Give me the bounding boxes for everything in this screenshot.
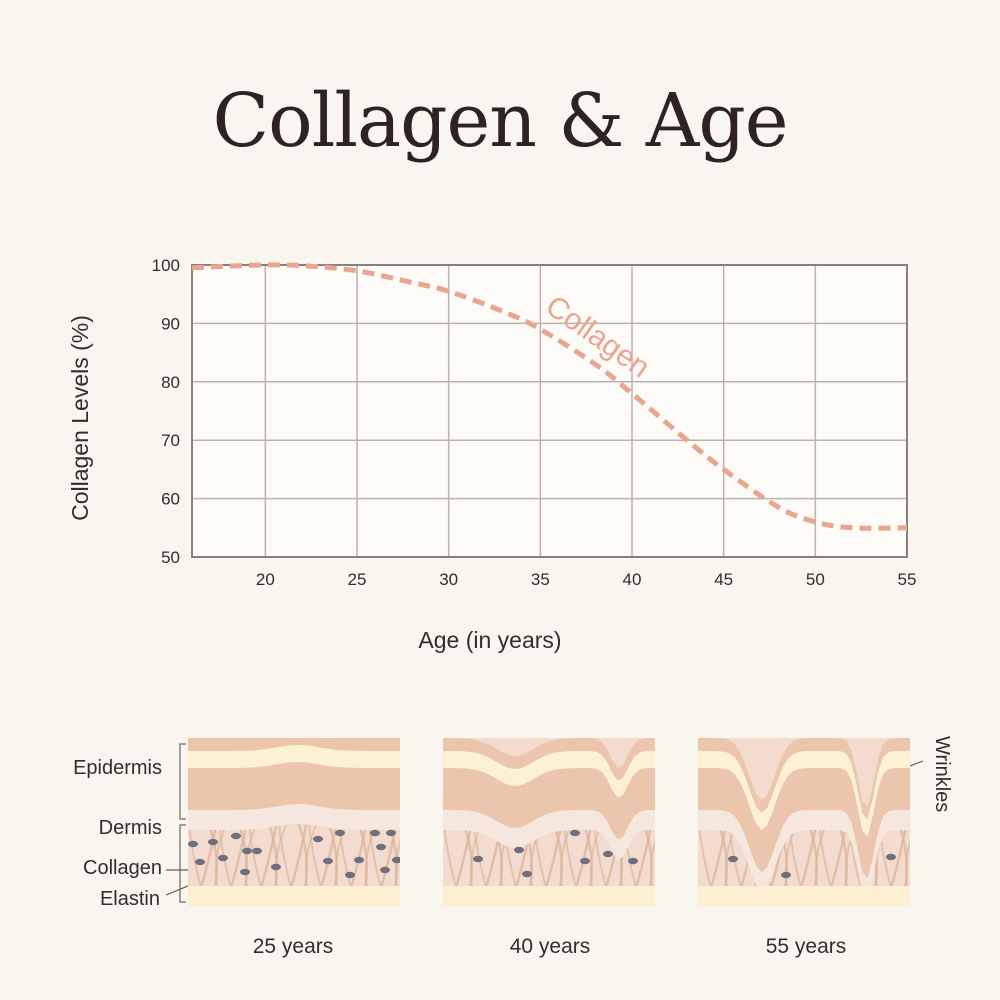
elastin-dot [781, 871, 791, 879]
x-tick-label: 35 [531, 570, 550, 589]
elastin-dot [370, 829, 380, 837]
label-epidermis: Epidermis [73, 757, 162, 779]
elastin-dot [240, 868, 250, 876]
elastin-dot [376, 843, 386, 851]
skin-panel-1 [188, 738, 400, 906]
elastin-dot [188, 840, 198, 848]
elastin-dot [195, 858, 205, 866]
plot-background [192, 265, 907, 557]
epidermis-layer [698, 738, 910, 879]
bracket [179, 743, 186, 820]
panel-label-25: 25 years [253, 935, 334, 958]
stratum-layer [188, 745, 400, 768]
elastin-dot [313, 835, 323, 843]
stratum-layer [698, 751, 910, 837]
elastin-dot [628, 857, 638, 865]
elastin-dot [218, 854, 228, 862]
elastin-dot [335, 829, 345, 837]
x-tick-label: 30 [439, 570, 458, 589]
subcutaneous-layer [188, 886, 400, 906]
y-tick-label: 80 [161, 373, 180, 392]
elastin-dot [231, 832, 241, 840]
plot-frame [191, 264, 908, 558]
elastin-dot [473, 855, 483, 863]
x-tick-label: 40 [623, 570, 642, 589]
subcutaneous-layer [698, 886, 910, 906]
elastin-dot [208, 838, 218, 846]
epidermis-layer [188, 738, 400, 810]
elastin-dot [570, 829, 580, 837]
elastin-dot [242, 847, 252, 855]
elastin-dot [728, 855, 738, 863]
subcutaneous-layer [443, 886, 655, 906]
page-title: Collagen & Age [212, 78, 789, 164]
collagen-line-chart: Collagen Levels (%) Age (in years) 50 60 7… [67, 256, 917, 653]
basement-membrane [698, 808, 910, 899]
y-tick-label: 70 [161, 431, 180, 450]
collagen-curve [191, 262, 908, 531]
bracket [179, 824, 186, 903]
y-axis-label: Collagen Levels (%) [67, 315, 93, 521]
x-tick-label: 20 [256, 570, 275, 589]
elastin-dot [886, 853, 896, 861]
elastin-dot [603, 850, 613, 858]
panel-label-55: 55 years [766, 935, 847, 958]
y-tick-label: 60 [161, 490, 180, 509]
x-tick-label: 50 [806, 570, 825, 589]
x-tick-label: 45 [714, 570, 733, 589]
label-wrinkles: Wrinkles [931, 736, 953, 812]
skin-panel-2 [443, 738, 655, 906]
panel-label-40: 40 years [510, 935, 591, 958]
elastin-dot [271, 863, 281, 871]
x-tick-label: 55 [898, 570, 917, 589]
elastin-dot [580, 857, 590, 865]
basement-membrane [443, 808, 655, 860]
skin-panel-3 [698, 738, 910, 906]
y-tick-label: 50 [161, 548, 180, 567]
elastin-dot [392, 856, 400, 864]
elastin-dot [380, 866, 390, 874]
label-dermis: Dermis [99, 817, 162, 839]
x-axis-label: Age (in years) [418, 627, 561, 653]
elastin-dot [252, 847, 262, 855]
stratum-layer [443, 751, 655, 798]
elastin-dot [522, 870, 532, 878]
label-collagen: Collagen [83, 857, 162, 879]
y-tick-label: 100 [152, 256, 180, 275]
elastin-dot [514, 846, 524, 854]
elastin-dot [323, 857, 333, 865]
elastin-dot [386, 829, 396, 837]
label-elastin: Elastin [100, 888, 160, 910]
elastin-dot [345, 871, 355, 879]
elastin-dot [354, 856, 364, 864]
x-tick-label: 25 [348, 570, 367, 589]
y-tick-label: 90 [161, 314, 180, 333]
